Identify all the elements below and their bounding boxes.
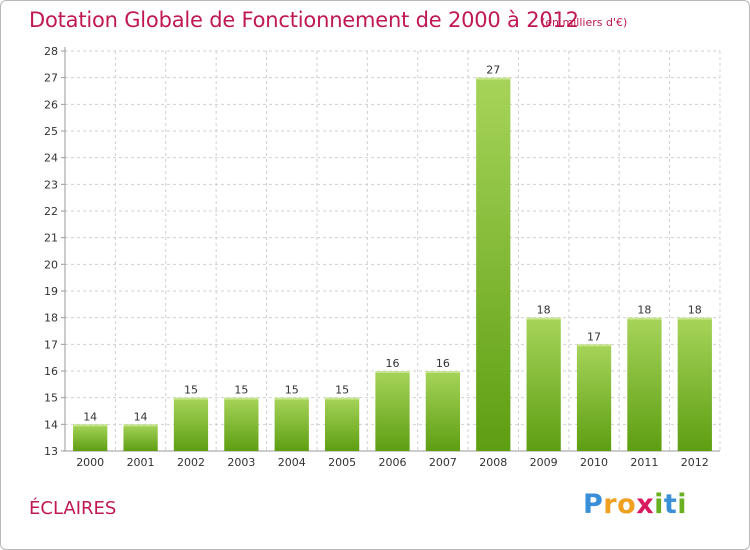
data-label: 16: [386, 357, 400, 370]
x-tick-label: 2007: [429, 456, 457, 469]
y-tick-label: 14: [44, 418, 58, 431]
bar-2003: [224, 397, 259, 451]
bar-highlight: [526, 317, 561, 320]
bar-highlight: [73, 424, 108, 427]
logo-letter: P: [583, 489, 604, 520]
y-tick-label: 20: [44, 258, 58, 271]
y-tick-label: 22: [44, 205, 58, 218]
y-tick-label: 27: [44, 72, 58, 85]
logo-letter: r: [603, 489, 618, 520]
data-label: 14: [134, 410, 148, 423]
bar-highlight: [627, 317, 662, 320]
bar-2004: [274, 397, 309, 451]
bar-2000: [73, 424, 108, 451]
y-tick-label: 16: [44, 365, 58, 378]
data-label: 15: [184, 384, 198, 397]
location-name: ÉCLAIRES: [29, 498, 117, 519]
x-tick-label: 2010: [580, 456, 608, 469]
logo-letter: i: [677, 489, 688, 520]
data-label: 18: [637, 304, 651, 317]
x-tick-label: 2011: [630, 456, 658, 469]
data-label: 16: [436, 357, 450, 370]
x-tick-label: 2004: [278, 456, 306, 469]
y-tick-label: 23: [44, 178, 58, 191]
bar-highlight: [677, 317, 712, 320]
x-tick-label: 2000: [76, 456, 104, 469]
y-tick-label: 17: [44, 338, 58, 351]
bar-2011: [627, 317, 662, 451]
logo-letter: o: [617, 489, 637, 520]
x-axis-ticks: 2000 2001 2002 2003 2004 2005 2006 2007 2008 2009…: [76, 456, 709, 469]
chart-title: Dotation Globale de Fonctionnement de 20…: [29, 8, 579, 32]
bar-2007: [425, 371, 461, 451]
bar-highlight: [274, 397, 309, 400]
chart-subtitle: (en milliers d'€): [541, 16, 628, 29]
bar-2005: [324, 397, 360, 451]
logo-letter: i: [654, 489, 664, 520]
bar-2002: [173, 397, 209, 451]
bar-highlight: [375, 371, 410, 373]
y-tick-label: 18: [44, 312, 58, 325]
logo-letter: x: [636, 489, 655, 520]
x-tick-label: 2005: [328, 456, 356, 469]
x-tick-label: 2001: [127, 456, 155, 469]
bar-2010: [576, 344, 612, 451]
bar-highlight: [173, 397, 209, 400]
y-tick-label: 24: [44, 152, 58, 165]
data-label: 18: [688, 304, 702, 317]
x-tick-label: 2006: [379, 456, 407, 469]
y-tick-label: 25: [44, 125, 58, 138]
data-labels: 14 14 15 15 15 15 16 16 27 18 17 18 18: [83, 64, 702, 424]
data-label: 14: [83, 410, 97, 423]
bar-highlight: [476, 77, 511, 80]
data-label: 18: [537, 304, 551, 317]
data-label: 15: [285, 384, 299, 397]
proxiti-logo: Proxiti: [583, 489, 687, 520]
y-tick-label: 26: [44, 98, 58, 111]
bar-2012: [677, 317, 712, 451]
bar-2001: [123, 424, 158, 451]
bar-highlight: [576, 344, 612, 347]
logo-letter: t: [663, 489, 678, 520]
data-label: 27: [486, 64, 500, 77]
y-tick-label: 28: [44, 45, 58, 58]
x-tick-label: 2012: [681, 456, 709, 469]
bar-highlight: [425, 371, 461, 373]
x-tick-label: 2008: [479, 456, 507, 469]
y-tick-label: 13: [44, 445, 58, 458]
x-tick-label: 2002: [177, 456, 205, 469]
data-label: 15: [335, 384, 349, 397]
bar-2006: [375, 371, 410, 451]
y-tick-label: 21: [44, 232, 58, 245]
data-label: 15: [234, 384, 248, 397]
x-tick-label: 2009: [530, 456, 558, 469]
bar-2009: [526, 317, 561, 451]
bar-highlight: [324, 397, 360, 400]
x-tick-label: 2003: [227, 456, 255, 469]
y-axis-ticks: 13 14 15 16 17 18 19 20 21 22 23 24 25 26 27 28: [44, 45, 58, 458]
y-tick-label: 15: [44, 392, 58, 405]
bar-highlight: [224, 397, 259, 400]
bars: [73, 77, 712, 452]
bar-highlight: [123, 424, 158, 427]
data-label: 17: [587, 330, 601, 343]
y-tick-label: 19: [44, 285, 58, 298]
bar-2008: [476, 77, 511, 452]
